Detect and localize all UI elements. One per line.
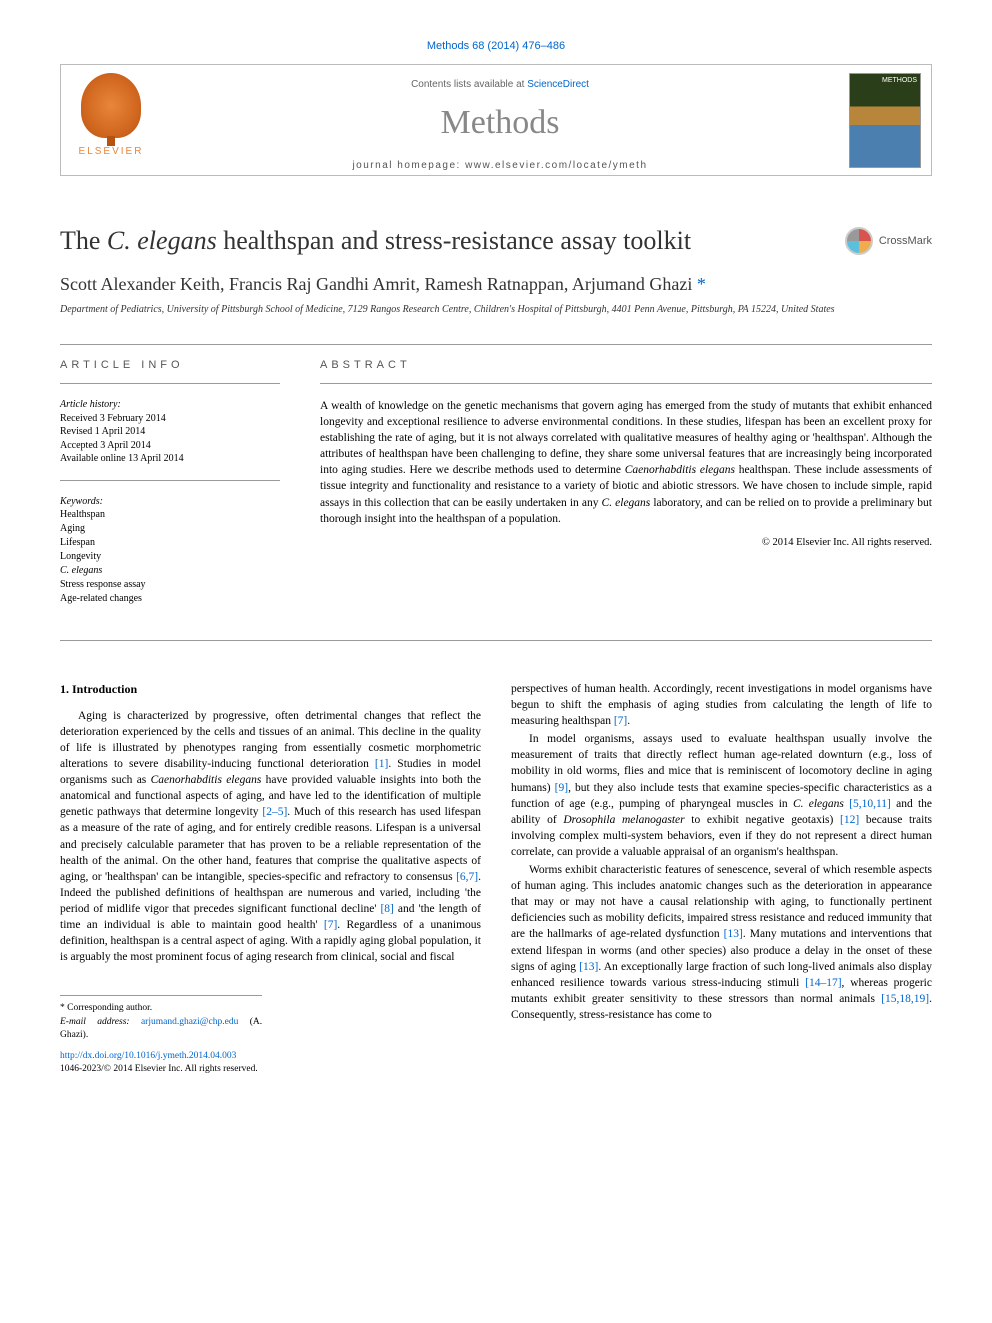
citation-link[interactable]: [9] <box>555 782 568 794</box>
keyword: C. elegans <box>60 564 280 578</box>
title-row: The C. elegans healthspan and stress-res… <box>60 226 932 256</box>
contents-available-text: Contents lists available at ScienceDirec… <box>151 79 849 90</box>
corresponding-author-note: * Corresponding author. <box>60 1002 262 1015</box>
species-name: C. elegans <box>793 798 844 810</box>
species-name: Caenorhabditis elegans <box>151 774 262 786</box>
doi-block: http://dx.doi.org/10.1016/j.ymeth.2014.0… <box>60 1050 262 1076</box>
title-post: healthspan and stress-resistance assay t… <box>217 226 691 255</box>
keyword: Aging <box>60 522 280 536</box>
citation-link[interactable]: [1] <box>375 758 388 770</box>
crossmark-label: CrossMark <box>879 235 932 247</box>
keywords-label: Keywords: <box>60 495 280 509</box>
citation-link[interactable]: [5,10,11] <box>849 798 891 810</box>
article-page: Methods 68 (2014) 476–486 ELSEVIER Conte… <box>0 0 992 1116</box>
keyword: Age-related changes <box>60 592 280 606</box>
keyword: Longevity <box>60 550 280 564</box>
article-title: The C. elegans healthspan and stress-res… <box>60 226 845 256</box>
body-columns: 1. Introduction Aging is characterized b… <box>60 681 932 1076</box>
history-received: Received 3 February 2014 <box>60 412 280 426</box>
text-run: to exhibit negative geotaxis) <box>685 814 840 826</box>
affiliation: Department of Pediatrics, University of … <box>60 303 932 316</box>
species-name: Drosophila melanogaster <box>563 814 684 826</box>
title-pre: The <box>60 226 107 255</box>
abstract-column: abstract A wealth of knowledge on the ge… <box>320 359 932 620</box>
email-link[interactable]: arjumand.ghazi@chp.edu <box>141 1017 238 1027</box>
citation-link[interactable]: [2–5] <box>262 806 287 818</box>
info-abstract-row: article info Article history: Received 3… <box>60 359 932 620</box>
email-line: E-mail address: arjumand.ghazi@chp.edu (… <box>60 1016 262 1043</box>
elsevier-logo[interactable]: ELSEVIER <box>71 73 151 163</box>
abstract-text: A wealth of knowledge on the genetic mec… <box>320 398 932 527</box>
intro-paragraph: Aging is characterized by progressive, o… <box>60 708 481 966</box>
email-label: E-mail address: <box>60 1017 130 1027</box>
body-column-left: 1. Introduction Aging is characterized b… <box>60 681 481 1076</box>
body-paragraph: Worms exhibit characteristic features of… <box>511 862 932 1023</box>
divider <box>60 480 280 481</box>
article-info-column: article info Article history: Received 3… <box>60 359 280 620</box>
abstract-copyright: © 2014 Elsevier Inc. All rights reserved… <box>320 537 932 548</box>
intro-heading: 1. Introduction <box>60 681 481 698</box>
issn-copyright: 1046-2023/© 2014 Elsevier Inc. All right… <box>60 1063 262 1076</box>
divider <box>320 383 932 384</box>
body-paragraph: perspectives of human health. Accordingl… <box>511 681 932 729</box>
authors-list: Scott Alexander Keith, Francis Raj Gandh… <box>60 274 932 295</box>
contents-prefix: Contents lists available at <box>411 79 527 90</box>
text-run: perspectives of human health. Accordingl… <box>511 683 932 727</box>
footnotes: * Corresponding author. E-mail address: … <box>60 995 262 1076</box>
history-revised: Revised 1 April 2014 <box>60 425 280 439</box>
homepage-prefix: journal homepage: <box>352 160 465 171</box>
corresponding-mark: * <box>697 274 706 294</box>
homepage-url[interactable]: www.elsevier.com/locate/ymeth <box>465 160 647 171</box>
journal-center: Contents lists available at ScienceDirec… <box>151 73 849 171</box>
elsevier-tree-icon <box>81 73 141 138</box>
abstract-species: C. elegans <box>602 497 651 509</box>
history-online: Available online 13 April 2014 <box>60 452 280 466</box>
keyword: Lifespan <box>60 536 280 550</box>
history-accepted: Accepted 3 April 2014 <box>60 439 280 453</box>
citation-link[interactable]: [6,7] <box>456 871 478 883</box>
crossmark-button[interactable]: CrossMark <box>845 227 932 255</box>
citation-link[interactable]: [7] <box>324 919 337 931</box>
journal-homepage: journal homepage: www.elsevier.com/locat… <box>151 160 849 171</box>
citation-link[interactable]: [8] <box>380 903 393 915</box>
authors-names: Scott Alexander Keith, Francis Raj Gandh… <box>60 274 692 294</box>
keywords-list: Healthspan Aging Lifespan Longevity C. e… <box>60 508 280 606</box>
journal-cover-thumbnail[interactable] <box>849 73 921 168</box>
citation-link[interactable]: [12] <box>840 814 859 826</box>
article-info-heading: article info <box>60 359 280 371</box>
journal-name: Methods <box>151 104 849 142</box>
sciencedirect-link[interactable]: ScienceDirect <box>527 79 589 90</box>
divider <box>60 344 932 345</box>
history-label: Article history: <box>60 398 280 412</box>
header-row: ELSEVIER Contents lists available at Sci… <box>61 65 931 175</box>
keywords-block: Keywords: Healthspan Aging Lifespan Long… <box>60 495 280 607</box>
citation-link[interactable]: [13] <box>579 961 598 973</box>
citation-link[interactable]: [15,18,19] <box>881 993 929 1005</box>
citation-link[interactable]: [13] <box>724 928 743 940</box>
divider <box>60 640 932 641</box>
body-paragraph: In model organisms, assays used to evalu… <box>511 731 932 860</box>
crossmark-icon <box>845 227 873 255</box>
keyword: Healthspan <box>60 508 280 522</box>
keyword: Stress response assay <box>60 578 280 592</box>
doi-link[interactable]: http://dx.doi.org/10.1016/j.ymeth.2014.0… <box>60 1050 262 1063</box>
text-run: . <box>627 715 630 727</box>
abstract-heading: abstract <box>320 359 932 371</box>
journal-header-box: ELSEVIER Contents lists available at Sci… <box>60 64 932 176</box>
elsevier-text: ELSEVIER <box>79 146 144 157</box>
divider <box>60 383 280 384</box>
citation-link[interactable]: [14–17] <box>805 977 841 989</box>
body-column-right: perspectives of human health. Accordingl… <box>511 681 932 1076</box>
article-history: Article history: Received 3 February 201… <box>60 398 280 466</box>
title-species: C. elegans <box>107 226 217 255</box>
abstract-species: Caenorhabditis elegans <box>625 464 735 476</box>
journal-reference: Methods 68 (2014) 476–486 <box>60 40 932 52</box>
citation-link[interactable]: [7] <box>614 715 627 727</box>
